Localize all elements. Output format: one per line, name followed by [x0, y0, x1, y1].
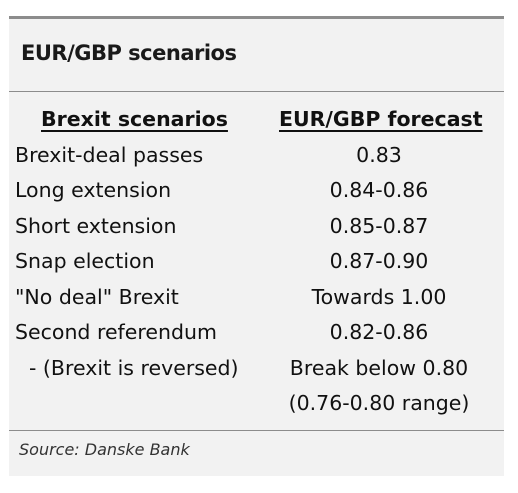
- table-header-row: Brexit scenarios EUR/GBP forecast: [9, 102, 504, 138]
- forecast-cell: Break below 0.80: [289, 355, 469, 380]
- scenario-table: Brexit scenarios EUR/GBP forecast Brexit…: [9, 102, 504, 422]
- table-row: Second referendum 0.82-0.86: [9, 315, 504, 351]
- scenario-cell: Brexit-deal passes: [15, 142, 204, 167]
- scenario-cell: - (Brexit is reversed): [29, 355, 239, 380]
- forecast-cell: Towards 1.00: [311, 284, 447, 309]
- header-eurgbp-forecast: EUR/GBP forecast: [279, 107, 483, 131]
- forecast-cell: 0.85-0.87: [329, 213, 429, 238]
- scenario-cell: Short extension: [15, 213, 177, 238]
- title-divider: [9, 91, 504, 92]
- forecast-cell: 0.83: [356, 142, 402, 167]
- table-row: - (Brexit is reversed) Break below 0.80: [9, 351, 504, 387]
- scenario-cell: Long extension: [15, 178, 172, 202]
- table-row: (0.76-0.80 range): [9, 386, 504, 422]
- source-note: Source: Danske Bank: [19, 440, 190, 459]
- scenario-cell: Snap election: [15, 249, 155, 273]
- table-row: Long extension 0.84-0.86: [9, 173, 504, 209]
- table-row: "No deal" Brexit Towards 1.00: [9, 280, 504, 316]
- forecast-cell: (0.76-0.80 range): [288, 391, 470, 415]
- forecast-cell: 0.82-0.86: [329, 320, 429, 344]
- source-divider: [9, 430, 504, 431]
- scenario-panel: EUR/GBP scenarios Brexit scenarios EUR/G…: [9, 16, 504, 476]
- scenario-cell: Second referendum: [15, 320, 217, 344]
- panel-title: EUR/GBP scenarios: [21, 41, 237, 65]
- table-row: Short extension 0.85-0.87: [9, 209, 504, 245]
- forecast-cell: 0.84-0.86: [329, 178, 429, 202]
- table-row: Brexit-deal passes 0.83: [9, 138, 504, 174]
- header-brexit-scenarios: Brexit scenarios: [41, 107, 228, 131]
- scenario-cell: "No deal" Brexit: [15, 284, 179, 309]
- table-row: Snap election 0.87-0.90: [9, 244, 504, 280]
- forecast-cell: 0.87-0.90: [329, 249, 429, 273]
